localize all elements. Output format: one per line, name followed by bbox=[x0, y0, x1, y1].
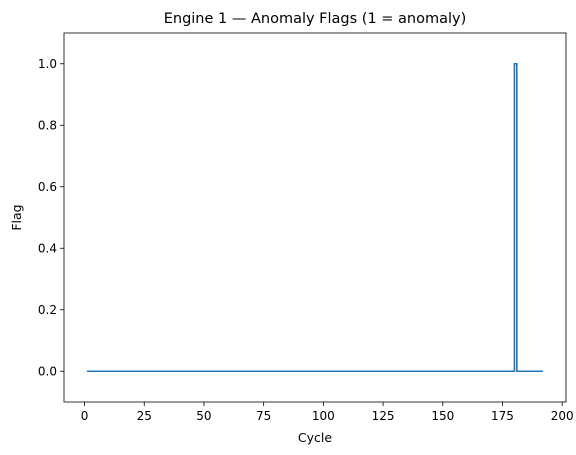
x-tick-label: 175 bbox=[491, 409, 514, 423]
x-tick-label: 25 bbox=[137, 409, 152, 423]
x-tick-label: 0 bbox=[81, 409, 89, 423]
x-tick-label: 50 bbox=[196, 409, 211, 423]
x-tick-label: 75 bbox=[256, 409, 271, 423]
series-layer bbox=[86, 62, 544, 373]
axes-frame bbox=[63, 32, 567, 403]
x-axis-label: Cycle bbox=[298, 430, 332, 445]
y-tick-label: 1.0 bbox=[38, 57, 57, 71]
y-tick-label: 0.6 bbox=[38, 180, 57, 194]
y-tick-label: 0.2 bbox=[38, 303, 57, 317]
chart-title: Engine 1 — Anomaly Flags (1 = anomaly) bbox=[164, 11, 467, 27]
y-axis-ticks: 0.0 0.2 0.4 0.6 0.8 1.0 bbox=[38, 57, 64, 378]
x-tick-label: 150 bbox=[431, 409, 454, 423]
y-tick-label: 0.8 bbox=[38, 118, 57, 132]
y-axis-label: Flag bbox=[9, 204, 24, 230]
x-tick-label: 100 bbox=[312, 409, 335, 423]
x-tick-label: 200 bbox=[551, 409, 574, 423]
y-tick-label: 0.4 bbox=[38, 241, 57, 255]
y-tick-label: 0.0 bbox=[38, 364, 57, 378]
series-line-anomaly-flag bbox=[86, 62, 544, 373]
x-axis-ticks: 0 25 50 75 100 125 150 175 200 bbox=[81, 402, 574, 423]
plot-area bbox=[64, 33, 566, 402]
x-tick-label: 125 bbox=[372, 409, 395, 423]
